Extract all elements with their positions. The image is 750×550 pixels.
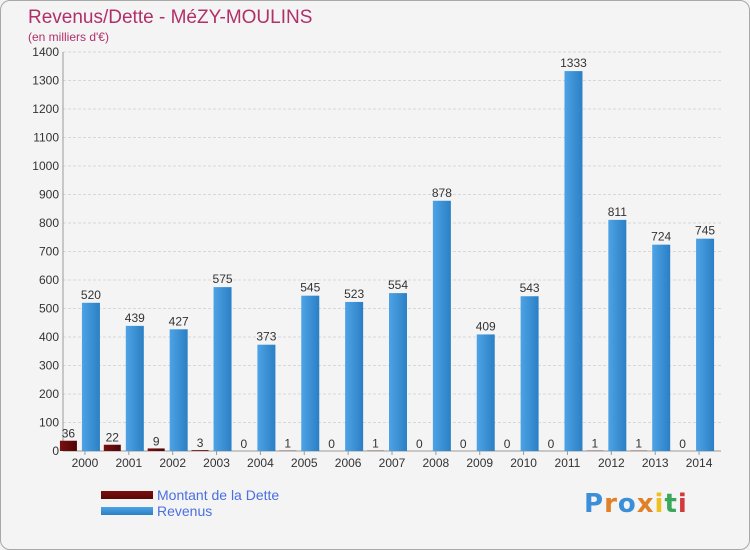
x-tick-label: 2006	[335, 456, 362, 470]
data-label-revenus: 745	[695, 224, 715, 238]
bar-revenus	[652, 244, 671, 451]
chart-title: Revenus/Dette - MéZY-MOULINS	[28, 7, 313, 28]
data-label-dette: 0	[679, 437, 686, 451]
x-tick-label: 2001	[115, 456, 142, 470]
legend-swatch-revenus	[101, 507, 153, 515]
y-tick-label: 1000	[32, 159, 59, 173]
data-label-revenus: 554	[388, 278, 408, 292]
data-label-dette: 9	[153, 434, 160, 448]
y-tick-label: 200	[39, 387, 59, 401]
x-tick-label: 2002	[159, 456, 186, 470]
y-tick-label: 800	[39, 216, 59, 230]
bar-revenus	[81, 302, 100, 451]
x-tick-label: 2011	[555, 456, 581, 470]
x-tick-label: 2007	[379, 456, 406, 470]
bar-revenus	[476, 334, 495, 451]
logo-letter: P	[584, 489, 605, 519]
logo-letter: i	[654, 489, 665, 519]
data-label-dette: 0	[548, 437, 555, 451]
x-tick-label: 2008	[423, 456, 450, 470]
legend-label-dette: Montant de la Dette	[157, 487, 280, 503]
bar-dette	[59, 440, 77, 451]
data-label-revenus: 409	[476, 319, 496, 333]
x-tick-label: 2004	[247, 456, 274, 470]
data-label-revenus: 373	[256, 330, 276, 344]
data-label-revenus: 523	[344, 287, 364, 301]
bar-revenus	[257, 344, 276, 451]
data-label-dette: 0	[504, 437, 511, 451]
data-label-revenus: 439	[125, 311, 145, 325]
x-tick-label: 2000	[72, 456, 99, 470]
data-label-revenus: 724	[651, 230, 671, 244]
x-tick-label: 2010	[510, 456, 537, 470]
bar-revenus	[213, 287, 232, 451]
bar-revenus	[520, 296, 539, 451]
y-tick-label: 500	[39, 302, 59, 316]
bar-dette	[103, 444, 121, 451]
bar-dette	[191, 450, 209, 451]
data-label-revenus: 545	[300, 281, 320, 295]
x-tick-label: 2003	[203, 456, 230, 470]
data-label-revenus: 427	[169, 314, 189, 328]
y-tick-label: 100	[39, 416, 59, 430]
logo-letter: i	[677, 489, 688, 519]
logo-letter: r	[604, 489, 618, 519]
logo-letter: t	[664, 489, 678, 519]
bar-revenus	[608, 219, 627, 451]
data-label-revenus: 575	[213, 272, 233, 286]
bar-revenus	[125, 325, 144, 451]
logo-letter: x	[636, 489, 655, 519]
data-label-dette: 1	[635, 437, 642, 451]
y-tick-label: 700	[39, 245, 59, 259]
bar-revenus	[564, 71, 583, 451]
data-label-revenus: 811	[608, 205, 627, 219]
y-tick-label: 1300	[32, 74, 59, 88]
bar-revenus	[432, 200, 451, 451]
data-label-dette: 36	[62, 427, 76, 441]
x-tick-label: 2012	[598, 456, 625, 470]
data-label-dette: 0	[241, 437, 248, 451]
data-label-revenus: 543	[520, 281, 540, 295]
data-label-dette: 0	[416, 437, 423, 451]
y-tick-label: 1100	[33, 131, 59, 145]
bar-revenus	[696, 238, 715, 451]
data-label-dette: 3	[197, 436, 204, 450]
data-label-revenus: 520	[81, 288, 101, 302]
bar-dette	[147, 448, 165, 451]
x-tick-label: 2014	[686, 456, 713, 470]
data-label-revenus: 1333	[560, 56, 587, 70]
proxiti-logo: Proxiti	[584, 489, 688, 519]
legend-swatch-dette	[101, 491, 153, 499]
bar-revenus	[389, 293, 407, 451]
data-label-dette: 0	[460, 437, 467, 451]
legend-label-revenus: Revenus	[157, 503, 213, 519]
y-tick-label: 1400	[32, 45, 59, 59]
x-tick-label: 2009	[466, 456, 493, 470]
data-label-dette: 1	[284, 437, 291, 451]
y-tick-label: 400	[39, 330, 59, 344]
x-tick-label: 2005	[291, 456, 318, 470]
data-label-dette: 1	[591, 437, 598, 451]
data-label-dette: 0	[328, 437, 335, 451]
bar-revenus	[169, 329, 188, 451]
data-label-revenus: 878	[432, 186, 452, 200]
y-tick-label: 300	[39, 359, 59, 373]
y-tick-label: 600	[39, 273, 59, 287]
bar-revenus	[301, 295, 320, 451]
logo-letter: o	[617, 489, 637, 519]
bar-revenus	[345, 301, 364, 451]
chart-subtitle: (en milliers d'€)	[28, 30, 109, 44]
x-tick-label: 2013	[642, 456, 669, 470]
data-label-dette: 1	[372, 437, 379, 451]
y-tick-label: 0	[52, 444, 59, 458]
data-label-dette: 22	[106, 431, 120, 445]
y-tick-label: 900	[39, 188, 59, 202]
y-tick-label: 1200	[32, 102, 59, 116]
